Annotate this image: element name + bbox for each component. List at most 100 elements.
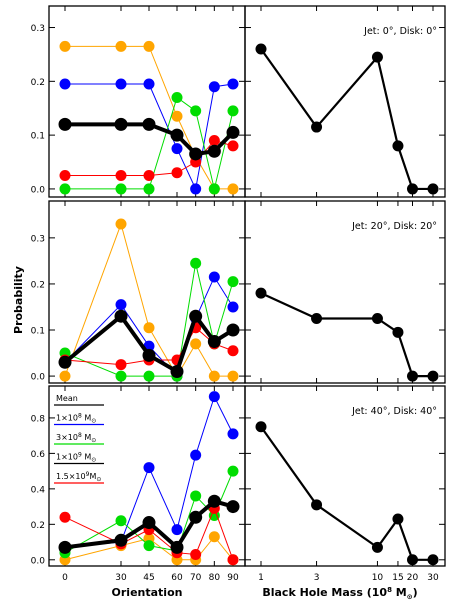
data-point xyxy=(227,78,239,90)
data-point xyxy=(227,276,239,288)
legend-label-exp: 8 xyxy=(78,413,82,420)
data-point xyxy=(59,511,71,523)
right-plot-middle-right: Jet: 20°, Disk: 20° xyxy=(245,201,445,383)
series-line xyxy=(260,426,433,561)
x-tick-label: 30 xyxy=(427,573,439,583)
data-point xyxy=(226,500,240,514)
legend-label-unit: M xyxy=(82,414,92,423)
series-4 xyxy=(58,309,240,378)
data-point xyxy=(406,370,418,382)
data-point xyxy=(143,370,155,382)
y-tick-label: 0.2 xyxy=(31,280,45,290)
x-tick-label: 45 xyxy=(143,573,154,583)
legend-label: Mean xyxy=(56,394,78,403)
data-point xyxy=(227,140,239,152)
data-point xyxy=(311,312,323,324)
panels: 0.00.10.20.30.00.10.20.30.00.20.40.60.80… xyxy=(31,5,446,583)
data-point xyxy=(190,490,202,502)
data-point xyxy=(406,183,418,195)
data-point xyxy=(226,125,240,139)
data-point xyxy=(59,40,71,52)
x-tick-label: 0 xyxy=(62,573,68,583)
legend-label-main: 1×10 xyxy=(56,453,78,462)
data-point xyxy=(171,110,183,122)
data-point xyxy=(115,359,127,371)
data-point xyxy=(190,548,202,560)
x-tick-label: 30 xyxy=(115,573,127,583)
data-point xyxy=(190,183,202,195)
data-point xyxy=(143,540,155,552)
data-point xyxy=(170,364,184,378)
data-point xyxy=(171,524,183,536)
legend-label: 1.5×109M⊙ xyxy=(56,471,101,483)
y-tick-label: 0.3 xyxy=(31,234,45,244)
data-point xyxy=(142,348,156,362)
y-tick-label: 0.0 xyxy=(31,556,46,566)
series-4 xyxy=(58,494,240,554)
data-point xyxy=(143,40,155,52)
right-panel-frame-0 xyxy=(244,5,446,198)
data-point xyxy=(170,540,184,554)
data-point xyxy=(392,140,404,152)
data-point xyxy=(371,51,383,63)
legend-label-sub: ⊙ xyxy=(96,476,101,483)
series-line xyxy=(65,45,233,190)
y-tick-label: 0.6 xyxy=(31,450,46,460)
data-point xyxy=(207,335,221,349)
data-point xyxy=(115,515,127,527)
data-point xyxy=(190,105,202,117)
legend-label-exp: 8 xyxy=(78,432,82,439)
data-point xyxy=(115,370,127,382)
data-point xyxy=(59,183,71,195)
data-point xyxy=(226,323,240,337)
data-point xyxy=(142,117,156,131)
data-point xyxy=(170,128,184,142)
data-point xyxy=(189,309,203,323)
legend-entry-0: Mean xyxy=(54,394,104,406)
right-panel-frame-1 xyxy=(244,200,446,384)
legend-entry-1: 1×108 M⊙ xyxy=(54,413,104,426)
legend-label-exp: 9 xyxy=(86,471,90,478)
legend-entry-3: 1×109 M⊙ xyxy=(54,452,104,465)
data-point xyxy=(115,183,127,195)
data-point xyxy=(59,78,71,90)
y-tick-label: 0.2 xyxy=(31,521,45,531)
y-axis-label: Probability xyxy=(12,266,25,334)
data-point xyxy=(371,312,383,324)
data-point xyxy=(171,167,183,179)
data-point xyxy=(208,531,220,543)
left-plot-middle-left: 0.0 0.1 0.2 0.3 xyxy=(31,201,245,383)
x-tick-label: 3 xyxy=(314,573,320,583)
data-point xyxy=(311,499,323,511)
panel-annotation: Jet: 0°, Disk: 0° xyxy=(363,26,437,37)
data-point xyxy=(143,169,155,181)
data-point xyxy=(171,143,183,155)
data-point xyxy=(142,516,156,530)
data-point xyxy=(114,117,128,131)
y-tick-label: 0.0 xyxy=(31,185,46,195)
data-point xyxy=(207,494,221,508)
data-point xyxy=(208,370,220,382)
legend-label-sub: ⊙ xyxy=(91,437,96,444)
data-point xyxy=(114,533,128,547)
data-point xyxy=(207,144,221,158)
data-point xyxy=(58,540,72,554)
series-line xyxy=(260,48,433,191)
series-line xyxy=(260,292,433,378)
series-2 xyxy=(59,91,239,195)
series-3 xyxy=(59,135,239,181)
legend-label-main: 3×10 xyxy=(56,433,78,442)
series-1 xyxy=(59,78,239,195)
x-axis-label-right-main: Black Hole Mass (10 xyxy=(262,586,387,599)
legend-label-main: Mean xyxy=(56,394,78,403)
data-point xyxy=(227,370,239,382)
data-point xyxy=(143,78,155,90)
data-point xyxy=(227,465,239,477)
x-axis-label-right-exp: 8 xyxy=(387,586,392,594)
data-point xyxy=(115,169,127,181)
x-tick-label: 10 xyxy=(372,573,384,583)
data-point xyxy=(190,449,202,461)
x-tick-label: 1 xyxy=(258,573,264,583)
